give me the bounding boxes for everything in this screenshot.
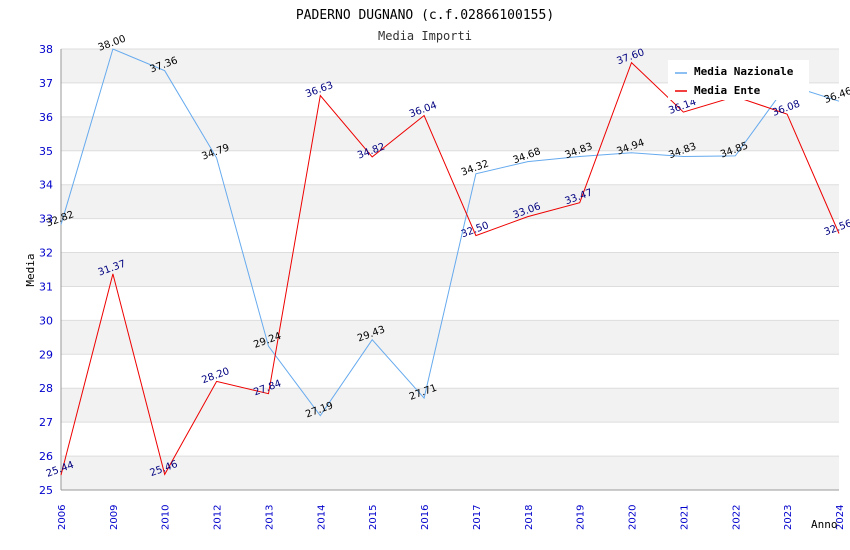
legend-label-nazionale: Media Nazionale	[694, 65, 794, 78]
y-tick-label: 30	[39, 314, 53, 327]
x-tick-label: 2006	[57, 505, 68, 530]
legend-label-ente: Media Ente	[694, 84, 761, 97]
x-axis-ticks: 2006 2009 2010 2012 2013 2014 2015 2016 2017 2018…	[57, 505, 846, 530]
data-label-nazionale: 36.46	[823, 86, 850, 106]
data-label-ente: 36.08	[771, 99, 802, 119]
chart-subtitle: Media Importi	[378, 29, 472, 43]
x-tick-label: 2015	[368, 505, 379, 530]
grid-band	[61, 116, 839, 151]
grid-band	[61, 320, 839, 355]
x-tick-label: 2013	[264, 505, 275, 530]
x-tick-label: 2024	[835, 505, 846, 530]
grid-bands	[61, 49, 839, 490]
y-tick-label: 26	[39, 450, 53, 463]
x-tick-label: 2016	[420, 505, 431, 530]
y-tick-label: 33	[39, 213, 53, 226]
x-tick-label: 2020	[628, 505, 639, 530]
x-tick-label: 2012	[213, 505, 224, 530]
x-tick-label: 2010	[161, 505, 172, 530]
series-group	[60, 48, 840, 476]
y-tick-label: 31	[39, 280, 53, 293]
y-tick-label: 32	[39, 247, 53, 260]
series-line-ente	[60, 61, 840, 476]
data-label-ente: 32.56	[823, 218, 850, 238]
x-axis-label: Anno	[811, 518, 838, 531]
y-tick-label: 29	[39, 348, 53, 361]
legend-box	[668, 60, 809, 100]
grid-band	[61, 388, 839, 423]
grid-lines	[60, 48, 839, 491]
y-tick-label: 35	[39, 145, 53, 158]
grid-band	[61, 456, 839, 490]
grid-band	[61, 252, 839, 287]
y-axis-ticks: 25 26 27 28 29 30 31 32 33 34 35 36 37 38	[39, 43, 53, 497]
y-tick-label: 38	[39, 43, 53, 56]
y-tick-label: 34	[39, 179, 53, 192]
y-tick-label: 25	[39, 484, 53, 497]
x-tick-label: 2018	[524, 505, 535, 530]
x-tick-label: 2017	[472, 505, 483, 530]
y-tick-label: 27	[39, 416, 53, 429]
chart-title: PADERNO DUGNANO (c.f.02866100155)	[296, 8, 554, 23]
x-tick-label: 2023	[783, 505, 794, 530]
series-line-nazionale	[60, 48, 840, 417]
x-tick-label: 2019	[576, 505, 587, 530]
x-tick-label: 2022	[731, 505, 742, 530]
y-tick-label: 37	[39, 77, 53, 90]
grid-band	[61, 184, 839, 219]
y-tick-label: 28	[39, 382, 53, 395]
x-tick-label: 2009	[109, 505, 120, 530]
legend: Media Nazionale Media Ente	[668, 60, 809, 100]
x-tick-label: 2014	[316, 505, 327, 530]
x-tick-label: 2021	[679, 505, 690, 530]
y-axis-label: Media	[24, 253, 37, 286]
y-tick-label: 36	[39, 111, 53, 124]
